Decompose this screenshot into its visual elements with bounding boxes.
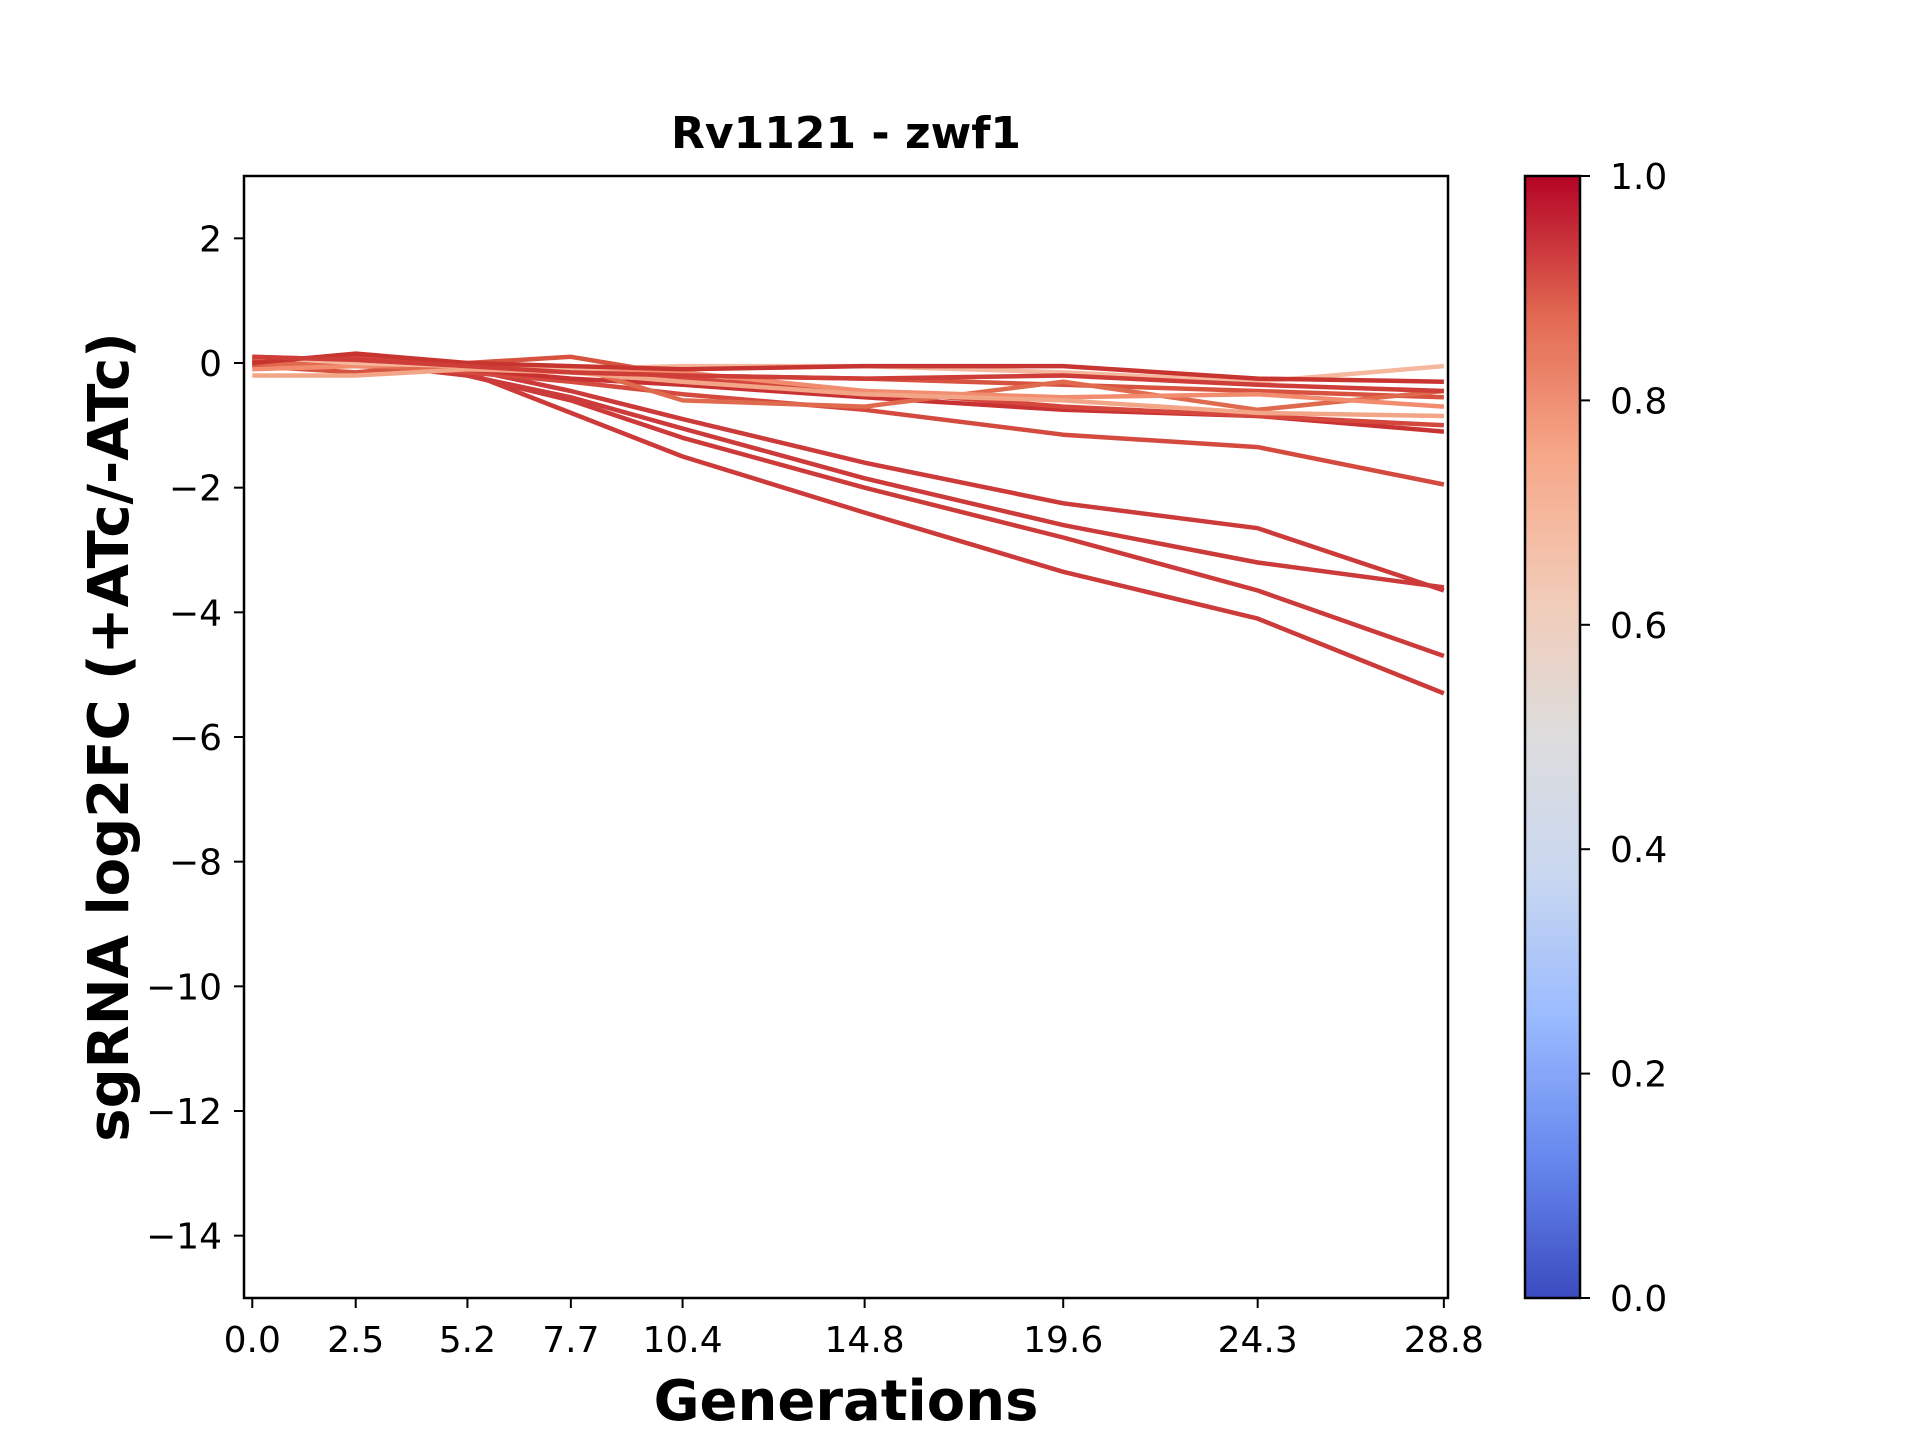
y-tick-label: −4 <box>169 593 222 634</box>
series-line-11 <box>252 366 1444 419</box>
y-tick-label: −10 <box>146 967 222 1008</box>
y-tick-label: 0 <box>199 344 222 385</box>
x-tick-label: 5.2 <box>439 1320 496 1361</box>
x-tick-label: 10.4 <box>642 1320 722 1361</box>
colorbar-tick-label: 1.0 <box>1610 157 1667 198</box>
y-tick-label: −2 <box>169 469 222 510</box>
chart-title: Rv1121 - zwf1 <box>671 108 1021 159</box>
x-tick-label: 0.0 <box>224 1320 281 1361</box>
colorbar-tick-label: 0.4 <box>1610 830 1667 871</box>
y-tick-label: −14 <box>146 1217 222 1258</box>
plot-frame <box>242 174 1450 1300</box>
y-tick-label: −12 <box>146 1092 222 1133</box>
series-line-13 <box>252 351 1444 384</box>
y-tick-label: −6 <box>169 718 222 759</box>
series-layer <box>252 351 1445 696</box>
y-tick-label: −8 <box>169 843 222 884</box>
x-tick-label: 24.3 <box>1218 1320 1298 1361</box>
colorbar-frame <box>1523 174 1582 1300</box>
x-tick-label: 14.8 <box>825 1320 905 1361</box>
x-tick-label: 19.6 <box>1023 1320 1103 1361</box>
colorbar-tick-label: 0.6 <box>1610 606 1667 647</box>
y-axis-label: sgRNA log2FC (+ATc/-ATc) <box>77 332 142 1142</box>
y-axis: 2 0 −2 −4 −6 −8 −10 −12 −14 <box>146 219 244 1258</box>
colorbar-axis: 0.0 0.2 0.4 0.6 0.8 1.0 <box>1580 157 1667 1320</box>
x-tick-label: 7.7 <box>542 1320 599 1361</box>
colorbar <box>1525 176 1580 1298</box>
colorbar-tick-label: 0.2 <box>1610 1055 1667 1096</box>
x-axis: 0.0 2.5 5.2 7.7 10.4 14.8 19.6 24.3 28.8 <box>224 1298 1484 1361</box>
colorbar-tick-label: 0.8 <box>1610 381 1667 422</box>
x-tick-label: 2.5 <box>327 1320 384 1361</box>
colorbar-tick-label: 0.0 <box>1610 1279 1667 1320</box>
y-tick-label: 2 <box>199 219 222 260</box>
x-axis-label: Generations <box>654 1369 1039 1434</box>
x-tick-label: 28.8 <box>1404 1320 1484 1361</box>
series-line-14 <box>252 354 1444 394</box>
